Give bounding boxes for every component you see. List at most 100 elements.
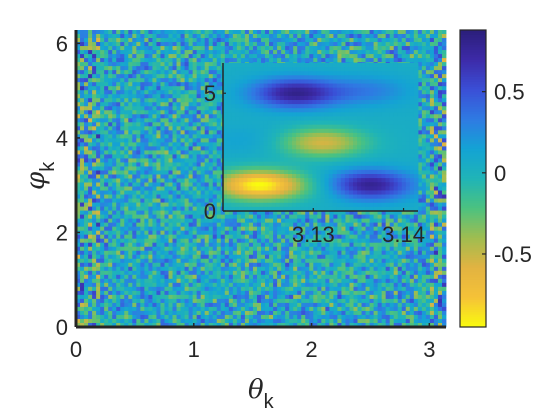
main-heatmap-cell bbox=[184, 58, 190, 63]
main-heatmap-cell bbox=[80, 186, 85, 191]
main-heatmap-cell bbox=[132, 158, 137, 163]
main-heatmap-cell bbox=[421, 146, 427, 151]
main-heatmap-cell bbox=[425, 142, 431, 147]
main-heatmap-cell bbox=[144, 190, 149, 195]
main-heatmap-cell bbox=[433, 202, 439, 207]
main-heatmap-cell bbox=[116, 230, 121, 236]
main-heatmap-cell bbox=[128, 206, 133, 211]
main-heatmap-cell bbox=[397, 34, 403, 39]
main-heatmap-cell bbox=[369, 210, 375, 216]
main-heatmap-cell bbox=[212, 42, 218, 47]
main-heatmap-cell bbox=[212, 102, 218, 107]
main-heatmap-cell bbox=[228, 34, 234, 39]
main-heatmap-cell bbox=[156, 226, 161, 232]
main-heatmap-cell bbox=[176, 230, 181, 236]
main-heatmap-cell bbox=[204, 98, 210, 103]
main-heatmap-cell bbox=[140, 190, 145, 195]
main-heatmap-cell bbox=[76, 178, 81, 183]
main-heatmap-cell bbox=[80, 38, 85, 43]
main-heatmap-cell bbox=[140, 166, 145, 171]
main-heatmap-cell bbox=[216, 174, 222, 179]
main-heatmap-cell bbox=[265, 214, 270, 220]
main-heatmap-cell bbox=[293, 218, 298, 224]
main-heatmap-cell bbox=[104, 234, 109, 240]
main-heatmap-cell bbox=[405, 226, 411, 232]
main-heatmap-cell bbox=[421, 46, 427, 51]
main-heatmap-cell bbox=[256, 230, 262, 236]
main-heatmap-cell bbox=[200, 82, 206, 87]
main-heatmap-cell bbox=[321, 222, 326, 228]
main-heatmap-cell bbox=[168, 98, 173, 103]
main-heatmap-cell bbox=[216, 122, 222, 127]
main-heatmap-cell bbox=[353, 42, 358, 47]
main-heatmap-cell bbox=[92, 218, 97, 224]
main-heatmap-cell bbox=[441, 130, 447, 135]
main-heatmap-cell bbox=[132, 182, 137, 187]
main-heatmap-cell bbox=[92, 50, 97, 55]
main-heatmap-cell bbox=[188, 46, 194, 51]
main-heatmap-cell bbox=[136, 166, 141, 171]
main-heatmap-cell bbox=[220, 38, 226, 43]
main-heatmap-cell bbox=[160, 138, 165, 143]
main-heatmap-cell bbox=[329, 42, 334, 47]
main-heatmap-cell bbox=[329, 46, 334, 51]
main-heatmap-cell bbox=[361, 230, 366, 236]
main-heatmap-cell bbox=[120, 66, 125, 71]
main-heatmap-cell bbox=[232, 222, 238, 228]
main-heatmap-cell bbox=[357, 222, 362, 228]
main-heatmap-cell bbox=[377, 38, 383, 43]
main-heatmap-cell bbox=[92, 206, 97, 211]
main-heatmap-cell bbox=[92, 142, 97, 147]
main-heatmap-cell bbox=[281, 38, 286, 43]
main-heatmap-cell bbox=[204, 230, 210, 236]
main-heatmap-cell bbox=[184, 118, 190, 123]
main-heatmap-cell bbox=[441, 114, 447, 119]
main-heatmap-cell bbox=[236, 34, 242, 39]
main-heatmap-cell bbox=[204, 218, 210, 224]
main-heatmap-cell bbox=[176, 186, 181, 191]
main-heatmap-cell bbox=[441, 206, 447, 211]
main-heatmap-cell bbox=[96, 198, 101, 203]
main-heatmap-cell bbox=[236, 210, 242, 216]
main-heatmap-cell bbox=[429, 150, 435, 155]
main-heatmap-cell bbox=[265, 242, 270, 248]
main-heatmap-cell bbox=[152, 142, 157, 147]
main-heatmap-cell bbox=[429, 130, 435, 135]
main-heatmap-cell bbox=[421, 50, 427, 55]
main-heatmap-cell bbox=[353, 226, 358, 232]
main-heatmap-cell bbox=[200, 42, 206, 47]
main-heatmap-cell bbox=[92, 238, 97, 244]
main-heatmap-cell bbox=[317, 218, 322, 224]
main-heatmap-cell bbox=[108, 146, 113, 151]
main-heatmap-cell bbox=[172, 158, 177, 163]
main-heatmap-cell bbox=[441, 174, 447, 179]
main-heatmap-cell bbox=[313, 238, 318, 244]
main-heatmap-cell bbox=[357, 238, 362, 244]
main-heatmap-cell bbox=[156, 86, 161, 91]
main-heatmap-cell bbox=[116, 182, 121, 187]
main-heatmap-cell bbox=[289, 226, 294, 232]
main-heatmap-cell bbox=[96, 30, 101, 35]
main-heatmap-cell bbox=[196, 86, 202, 91]
main-heatmap-cell bbox=[140, 114, 145, 119]
main-heatmap-cell bbox=[156, 110, 161, 115]
main-heatmap-cell bbox=[84, 118, 89, 123]
main-heatmap-cell bbox=[269, 238, 274, 244]
main-heatmap-cell bbox=[128, 74, 133, 79]
main-heatmap-cell bbox=[168, 46, 173, 51]
main-heatmap-cell bbox=[244, 234, 250, 240]
main-heatmap-cell bbox=[108, 50, 113, 55]
main-heatmap-cell bbox=[204, 210, 210, 216]
main-heatmap-cell bbox=[180, 142, 185, 147]
main-heatmap-cell bbox=[76, 214, 81, 220]
main-heatmap-cell bbox=[285, 30, 290, 35]
main-heatmap-cell bbox=[136, 230, 141, 236]
main-heatmap-cell bbox=[144, 58, 149, 63]
main-heatmap-cell bbox=[116, 170, 121, 175]
main-heatmap-cell bbox=[188, 42, 194, 47]
main-heatmap-cell bbox=[80, 190, 85, 195]
main-heatmap-cell bbox=[437, 186, 443, 191]
main-heatmap-cell bbox=[84, 94, 89, 99]
main-heatmap-cell bbox=[417, 178, 423, 183]
main-heatmap-cell bbox=[136, 222, 141, 228]
